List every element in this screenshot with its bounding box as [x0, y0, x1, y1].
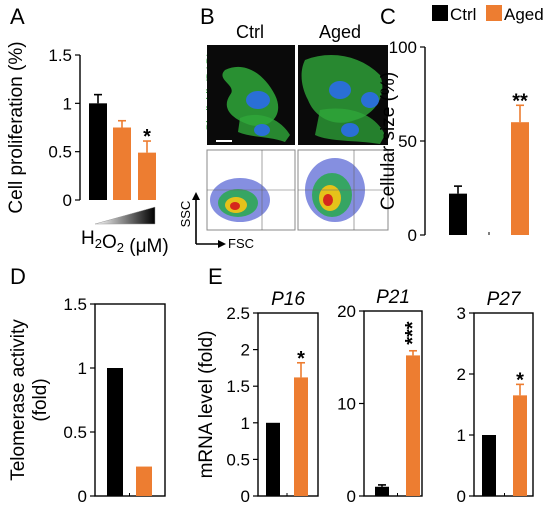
concentration-wedge	[94, 206, 156, 225]
y-tick-label: 20	[337, 302, 356, 321]
chart-a: 00.511.5*Cell proliferation (%)H2O2 (μM)	[6, 41, 169, 257]
panel-label-b: B	[200, 4, 215, 29]
y-tick-label: 0	[457, 487, 466, 506]
legend-swatch-aged	[486, 5, 502, 21]
panel-b-imaging: Ctrl Aged Phalloidin/DAPI	[178, 22, 389, 251]
y-tick-label: 2	[241, 341, 250, 360]
y-tick-label: 0	[241, 487, 250, 506]
y-tick-label: 0	[78, 487, 87, 506]
bar	[107, 368, 123, 496]
y-tick-label: 1	[241, 414, 250, 433]
legend-swatch-ctrl	[432, 5, 448, 21]
y-axis-label: mRNA level (fold)	[196, 331, 217, 479]
y-tick-label: 0.5	[48, 143, 72, 162]
y-tick-label: 0.5	[63, 423, 87, 442]
panel-label-c: C	[380, 4, 396, 29]
y-tick-label: 1.5	[226, 377, 250, 396]
imaging-column-ctrl: Ctrl	[236, 22, 264, 42]
chart-e1: 0 0.5 1 1.5 2 2.5 * P16 mRNA level (fold)	[196, 289, 319, 506]
y-axis-label: Cell proliferation (%)	[6, 41, 27, 213]
y-tick-label: 1	[457, 426, 466, 445]
y-tick-label: 1.5	[48, 46, 72, 65]
significance-mark: ***	[402, 321, 424, 345]
flow-density-ctrl	[207, 150, 295, 230]
panel-label-e: E	[208, 264, 223, 289]
bar	[511, 122, 529, 235]
y-axis-label-line2: (fold)	[30, 378, 51, 421]
y-tick-label: 50	[398, 132, 417, 151]
plot-frame	[94, 303, 166, 497]
y-axis-label-line1: Telomerase activity	[8, 319, 29, 481]
y-tick-label: 2	[457, 365, 466, 384]
bar	[136, 466, 152, 496]
panel-label-a: A	[10, 4, 25, 29]
bar	[113, 127, 131, 200]
bar	[138, 152, 156, 200]
bar	[266, 422, 280, 496]
bar	[513, 395, 527, 496]
cells-aged	[301, 55, 385, 144]
y-tick-label: 100	[389, 38, 417, 57]
y-tick-label: 0	[63, 191, 72, 210]
bar	[449, 193, 467, 235]
chart-e3: 0 1 2 3 * P27	[457, 289, 534, 506]
chart-title: P16	[271, 289, 305, 310]
cells-ctrl	[216, 66, 290, 142]
y-tick-label: 1.5	[63, 295, 87, 314]
chart-c: 0 50 100 ** Cellular size (%)	[378, 38, 529, 245]
legend-label-ctrl: Ctrl	[450, 5, 476, 24]
significance-mark: *	[516, 369, 524, 391]
chart-d: 0 0.5 1 1.5 Telomerase activity (fold)	[8, 295, 166, 506]
y-tick-label: 2.5	[226, 304, 250, 323]
y-tick-label: 0	[347, 487, 356, 506]
x-axis-label: H2O2 (μM)	[81, 228, 169, 257]
bar	[406, 355, 420, 496]
label-part: H	[81, 228, 95, 249]
significance-mark: **	[512, 90, 528, 112]
y-tick-label: 3	[457, 304, 466, 323]
legend-label-aged: Aged	[504, 5, 544, 24]
bar	[482, 435, 496, 496]
bar-charts: 00.511.5*Cell proliferation (%)H2O2 (μM)…	[6, 38, 534, 506]
y-tick-label: 10	[337, 395, 356, 414]
bar	[89, 103, 107, 200]
plot-frame	[257, 312, 319, 497]
y-axis-label: Cellular size (%)	[378, 72, 399, 210]
significance-mark: *	[297, 348, 305, 370]
fsc-label: FSC	[228, 236, 254, 251]
bar	[375, 486, 389, 496]
y-tick-label: 1	[78, 359, 87, 378]
chart-title: P21	[376, 287, 410, 308]
bar	[294, 377, 308, 496]
legend: Ctrl Aged	[432, 5, 544, 24]
label-part: O	[102, 232, 117, 253]
chart-e2: 0 10 20 *** P21	[337, 287, 424, 506]
significance-mark: *	[143, 126, 151, 148]
y-tick-label: 1	[63, 94, 72, 113]
panel-label-d: D	[10, 264, 26, 289]
subscript: 2	[95, 236, 102, 251]
chart-title: P27	[487, 289, 522, 310]
y-tick-label: 0	[408, 226, 417, 245]
y-tick-label: 0.5	[226, 450, 250, 469]
flow-density-aged	[298, 150, 388, 230]
plot-frame	[473, 312, 534, 497]
imaging-column-aged: Aged	[319, 22, 361, 42]
label-part: (μM)	[124, 236, 169, 257]
subscript: 2	[117, 240, 124, 255]
ssc-label: SSC	[178, 201, 193, 228]
